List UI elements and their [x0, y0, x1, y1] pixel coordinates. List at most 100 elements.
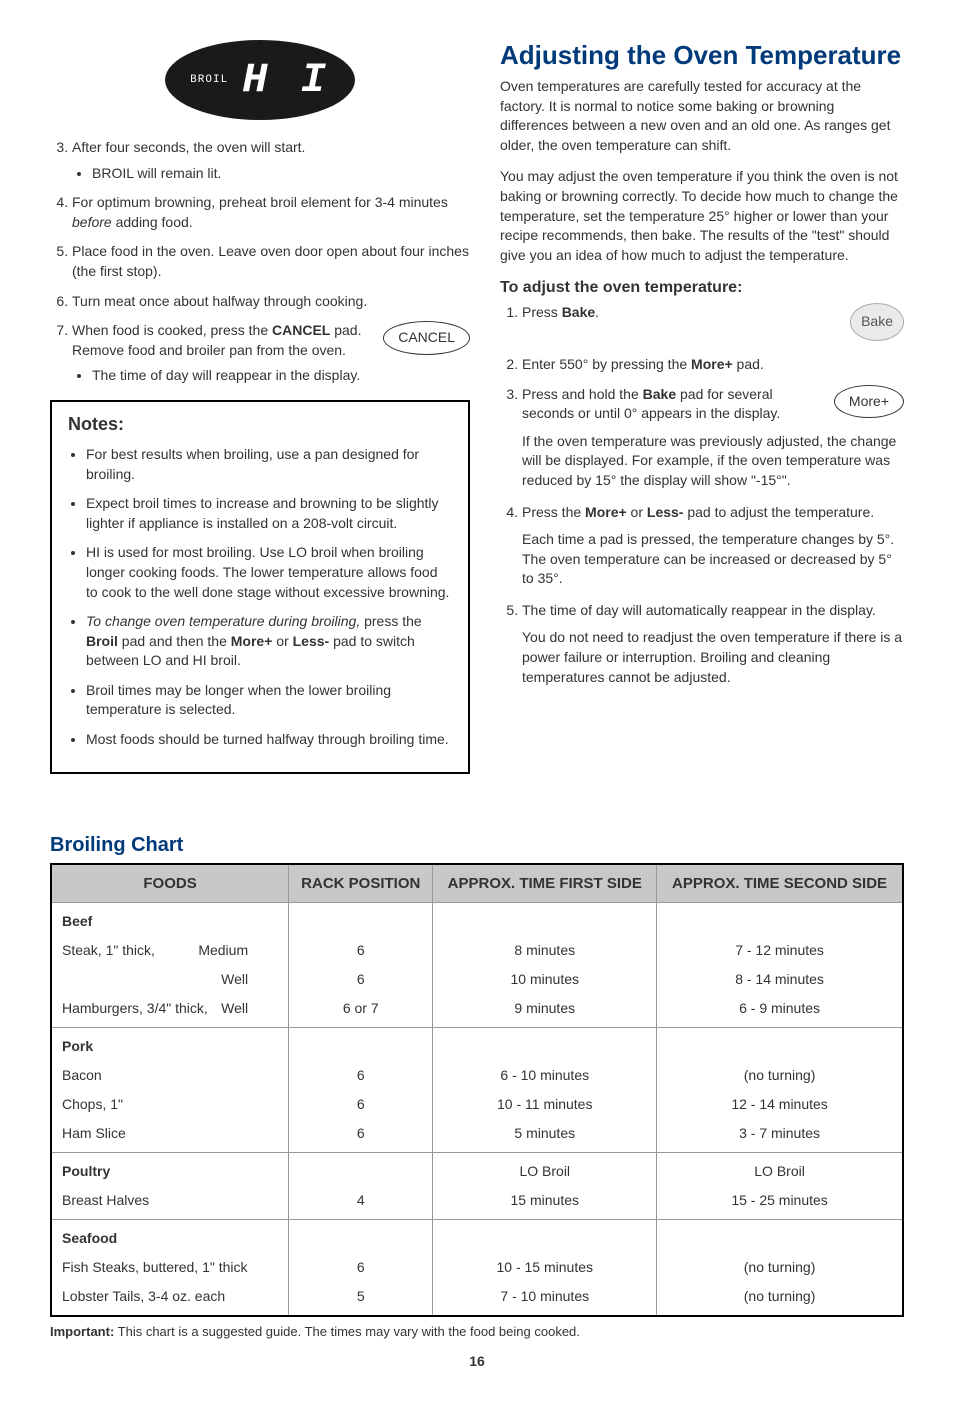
adjust-steps-list: BakePress Bake. Enter 550° by pressing th… [500, 303, 904, 687]
adjust-heading: Adjusting the Oven Temperature [500, 40, 904, 71]
table-header: APPROX. TIME FIRST SIDE [433, 864, 657, 903]
broil-step: After four seconds, the oven will start.… [72, 138, 470, 183]
time2-cell: 7 - 12 minutes [657, 936, 903, 965]
rack-cell: 6 [289, 1090, 433, 1119]
cancel-button-icon: CANCEL [383, 321, 470, 355]
notes-list: For best results when broiling, use a pa… [68, 445, 452, 750]
table-row: Lobster Tails, 3-4 oz. each57 - 10 minut… [51, 1282, 903, 1316]
table-header: APPROX. TIME SECOND SIDE [657, 864, 903, 903]
food-group-label: Beef [51, 902, 289, 936]
adjust-step-note: If the oven temperature was previously a… [522, 432, 904, 491]
table-row: Well610 minutes8 - 14 minutes [51, 965, 903, 994]
table-row: Fish Steaks, buttered, 1" thick610 - 15 … [51, 1253, 903, 1282]
display-hi-label: H I [242, 56, 330, 104]
rack-cell: 4 [289, 1186, 433, 1220]
food-cell: Breast Halves [51, 1186, 289, 1220]
time1-cell: 10 minutes [433, 965, 657, 994]
note-item: Broil times may be longer when the lower… [86, 681, 452, 720]
rack-cell: 5 [289, 1282, 433, 1316]
note-item: For best results when broiling, use a pa… [86, 445, 452, 484]
time1-cell: 8 minutes [433, 936, 657, 965]
table-cell [657, 1027, 903, 1061]
notes-box: Notes: For best results when broiling, u… [50, 400, 470, 774]
left-column: BROIL H I After four seconds, the oven w… [50, 40, 470, 774]
time1-cell: 7 - 10 minutes [433, 1282, 657, 1316]
table-row: Bacon66 - 10 minutes(no turning) [51, 1061, 903, 1090]
time1-cell: 15 minutes [433, 1186, 657, 1220]
table-cell: LO Broil [657, 1152, 903, 1186]
rack-cell: 6 or 7 [289, 994, 433, 1028]
adjust-step-note: Each time a pad is pressed, the temperat… [522, 530, 904, 589]
table-cell [289, 1027, 433, 1061]
table-row: Hamburgers, 3/4" thick,Well6 or 79 minut… [51, 994, 903, 1028]
rack-cell: 6 [289, 1061, 433, 1090]
note-item: Expect broil times to increase and brown… [86, 494, 452, 533]
footnote-text: This chart is a suggested guide. The tim… [114, 1324, 580, 1339]
table-header: RACK POSITION [289, 864, 433, 903]
broil-step: Turn meat once about halfway through coo… [72, 292, 470, 312]
time2-cell: (no turning) [657, 1253, 903, 1282]
food-cell: Well [51, 965, 289, 994]
page: BROIL H I After four seconds, the oven w… [50, 40, 904, 1369]
rack-cell: 6 [289, 965, 433, 994]
table-cell [657, 902, 903, 936]
time2-cell: (no turning) [657, 1061, 903, 1090]
adjust-p1: Oven temperatures are carefully tested f… [500, 77, 904, 155]
food-cell: Ham Slice [51, 1119, 289, 1153]
time2-cell: (no turning) [657, 1282, 903, 1316]
table-cell [433, 1027, 657, 1061]
time2-cell: 15 - 25 minutes [657, 1186, 903, 1220]
food-cell: Fish Steaks, buttered, 1" thick [51, 1253, 289, 1282]
display-broil-label: BROIL [190, 74, 228, 86]
adjust-step: Enter 550° by pressing the More+ pad. [522, 355, 904, 375]
food-group-label: Seafood [51, 1219, 289, 1253]
note-item: HI is used for most broiling. Use LO bro… [86, 543, 452, 602]
note-item: Most foods should be turned halfway thro… [86, 730, 452, 750]
broiling-chart-table: FOODSRACK POSITIONAPPROX. TIME FIRST SID… [50, 863, 904, 1317]
adjust-step: More+Press and hold the Bake pad for sev… [522, 385, 904, 491]
time1-cell: 5 minutes [433, 1119, 657, 1153]
sub-bullet: BROIL will remain lit. [92, 164, 470, 184]
table-header: FOODS [51, 864, 289, 903]
table-cell [433, 1219, 657, 1253]
time2-cell: 6 - 9 minutes [657, 994, 903, 1028]
food-cell: Chops, 1" [51, 1090, 289, 1119]
rack-cell: 6 [289, 1119, 433, 1153]
adjust-sub-heading: To adjust the oven temperature: [500, 279, 904, 297]
time1-cell: 10 - 15 minutes [433, 1253, 657, 1282]
table-row: Breast Halves415 minutes15 - 25 minutes [51, 1186, 903, 1220]
adjust-p2: You may adjust the oven temperature if y… [500, 167, 904, 265]
page-number: 16 [50, 1353, 904, 1369]
sub-bullet: The time of day will reappear in the dis… [92, 366, 470, 386]
note-item: To change oven temperature during broili… [86, 612, 452, 671]
table-cell [289, 1219, 433, 1253]
chart-footnote: Important: This chart is a suggested gui… [50, 1323, 904, 1341]
moreplus-button-icon: More+ [834, 385, 904, 419]
adjust-step: The time of day will automatically reapp… [522, 601, 904, 687]
broil-steps-list: After four seconds, the oven will start.… [50, 138, 470, 386]
table-cell [289, 902, 433, 936]
right-column: Adjusting the Oven Temperature Oven temp… [500, 40, 904, 774]
bake-button-icon: Bake [850, 303, 904, 341]
table-cell [657, 1219, 903, 1253]
time1-cell: 9 minutes [433, 994, 657, 1028]
food-cell: Steak, 1" thick,Medium [51, 936, 289, 965]
time1-cell: 10 - 11 minutes [433, 1090, 657, 1119]
food-cell: Lobster Tails, 3-4 oz. each [51, 1282, 289, 1316]
broil-step: CANCELWhen food is cooked, press the CAN… [72, 321, 470, 386]
footnote-label: Important: [50, 1324, 114, 1339]
notes-heading: Notes: [68, 414, 452, 435]
food-group-label: Pork [51, 1027, 289, 1061]
time2-cell: 12 - 14 minutes [657, 1090, 903, 1119]
time2-cell: 3 - 7 minutes [657, 1119, 903, 1153]
adjust-step-note: You do not need to readjust the oven tem… [522, 628, 904, 687]
rack-cell: 6 [289, 936, 433, 965]
rack-cell: 6 [289, 1253, 433, 1282]
adjust-step: Press the More+ or Less- pad to adjust t… [522, 503, 904, 589]
food-cell: Hamburgers, 3/4" thick,Well [51, 994, 289, 1028]
adjust-step: BakePress Bake. [522, 303, 904, 345]
broiling-chart-section: Broiling Chart FOODSRACK POSITIONAPPROX.… [50, 824, 904, 1369]
oven-display-icon: BROIL H I [165, 40, 355, 120]
table-cell: LO Broil [433, 1152, 657, 1186]
food-group-label: Poultry [51, 1152, 289, 1186]
